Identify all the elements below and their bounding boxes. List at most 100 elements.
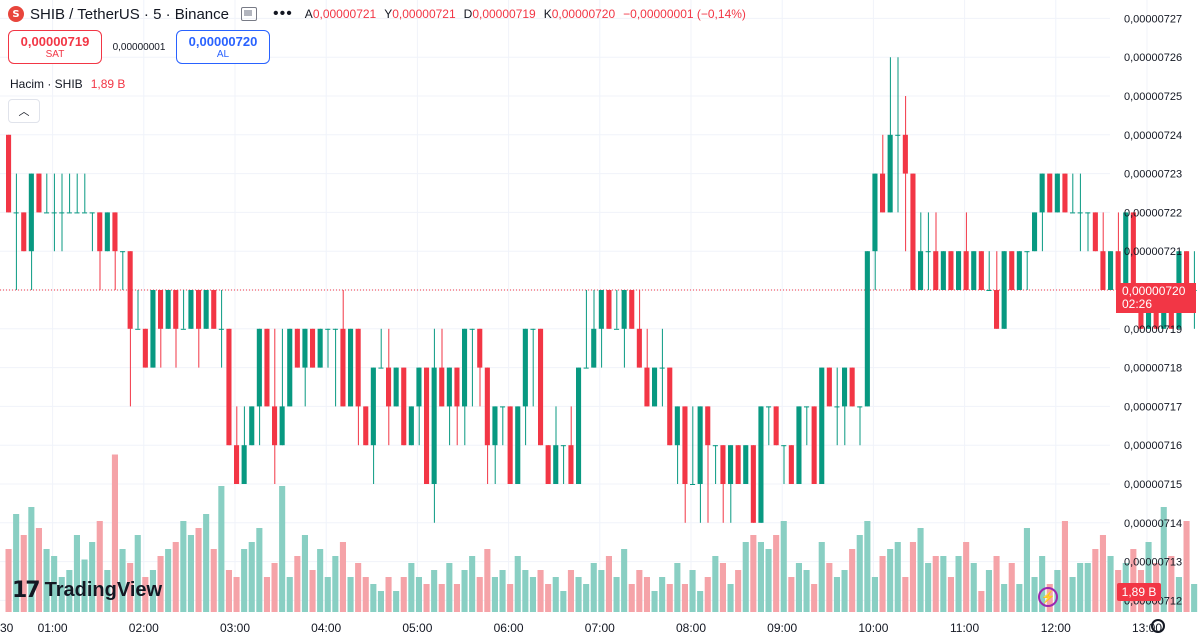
volume-bar (149, 570, 156, 612)
volume-bar (1145, 542, 1152, 612)
candle-body (652, 367, 658, 407)
candle-body (1184, 251, 1190, 290)
candle-body (674, 406, 680, 446)
volume-bar (1175, 577, 1182, 612)
candle-body (112, 212, 118, 252)
candle-body (1009, 251, 1015, 290)
candle-body (104, 212, 110, 252)
volume-bar (567, 570, 574, 612)
volume-bar (43, 549, 50, 612)
candle-body (477, 328, 483, 368)
candle-body (36, 173, 42, 213)
candle-body (735, 445, 741, 484)
candle-body (59, 212, 65, 214)
candle-body (150, 290, 156, 368)
volume-bar (248, 542, 255, 612)
candle-body (712, 445, 718, 447)
candle-body (667, 367, 673, 446)
volume-bar (902, 577, 909, 612)
volume-legend-name: Hacim · SHIB (10, 77, 83, 91)
candle-body (370, 367, 376, 446)
volume-bar (187, 535, 194, 612)
y-tick-label: 0,00000718 (1124, 363, 1182, 375)
volume-bar (879, 556, 886, 612)
volume-bar (651, 591, 658, 612)
candle-body (895, 134, 901, 136)
volume-bar (757, 542, 764, 612)
volume-bar (1168, 556, 1175, 612)
x-tick-label: 06:00 (494, 621, 524, 635)
ohlc-legend: A0,00000721 Y0,00000721 D0,00000719 K0,0… (305, 7, 746, 21)
candle-body (986, 290, 992, 291)
y-tick-label: 0,00000722 (1124, 207, 1182, 219)
gear-icon[interactable] (1151, 619, 1165, 633)
volume-bar (362, 577, 369, 612)
candle-body (97, 212, 103, 252)
close-label: K (543, 7, 552, 21)
volume-bar (925, 563, 932, 612)
candle-body (279, 406, 285, 446)
candle-body (545, 445, 551, 484)
chevron-up-icon[interactable]: ︿ (8, 99, 40, 123)
volume-bar (1107, 556, 1114, 612)
volume-bar (643, 577, 650, 612)
volume-bar (628, 584, 635, 612)
volume-bar (1039, 556, 1046, 612)
sell-button[interactable]: 0,00000719 SAT (8, 30, 102, 64)
volume-bar (1054, 570, 1061, 612)
candle-body (332, 328, 338, 330)
buy-label: AL (216, 49, 230, 60)
volume-bar (963, 542, 970, 612)
chart-header: S SHIB / TetherUS · 5 · Binance ••• A0,0… (8, 5, 746, 23)
y-tick-label: 0,00000721 (1124, 246, 1182, 258)
candle-body (431, 367, 437, 484)
flash-icon[interactable]: ⚡ (1038, 587, 1058, 607)
candle-body (1108, 251, 1114, 290)
volume-bar (659, 577, 666, 612)
volume-bar (20, 535, 27, 612)
volume-bar (1016, 584, 1023, 612)
volume-bar (13, 514, 20, 612)
volume-bar (742, 542, 749, 612)
candle-body (241, 445, 247, 484)
candle-body (758, 406, 764, 523)
candle-body (978, 251, 984, 290)
candle-body (211, 290, 217, 329)
volume-bar (286, 577, 293, 612)
candle-body (1047, 173, 1053, 213)
more-icon[interactable]: ••• (272, 5, 293, 22)
x-tick-label: 30 (0, 621, 14, 635)
candle-body (530, 328, 536, 330)
volume-bar (461, 570, 468, 612)
candle-body (918, 251, 924, 290)
volume-bar (818, 542, 825, 612)
volume-bar (947, 577, 954, 612)
volume-bar (28, 507, 35, 612)
hide-icon[interactable] (240, 7, 257, 21)
symbol-title[interactable]: SHIB / TetherUS · 5 · Binance (30, 5, 229, 23)
volume-bar (849, 549, 856, 612)
volume-bar (104, 570, 111, 612)
volume-bar (1099, 535, 1106, 612)
candle-body (1070, 212, 1076, 214)
candle-body (355, 328, 361, 407)
volume-bar (1023, 528, 1030, 612)
candle-body (500, 406, 506, 408)
buy-button[interactable]: 0,00000720 AL (176, 30, 270, 64)
high-value: 0,00000721 (392, 7, 456, 21)
candle-body (439, 367, 445, 407)
candle-body (956, 251, 962, 290)
candle-body (401, 367, 407, 446)
volume-bar (841, 570, 848, 612)
x-tick-label: 12:00 (1041, 621, 1071, 635)
volume-bar (233, 577, 240, 612)
volume-bar (172, 542, 179, 612)
volume-legend: Hacim · SHIB 1,89 B (10, 77, 125, 91)
candle-body (386, 367, 392, 407)
x-tick-label: 02:00 (129, 621, 159, 635)
candle-body (294, 328, 300, 368)
candle-body (948, 251, 954, 290)
candle-body (135, 328, 141, 330)
volume-bar (271, 563, 278, 612)
